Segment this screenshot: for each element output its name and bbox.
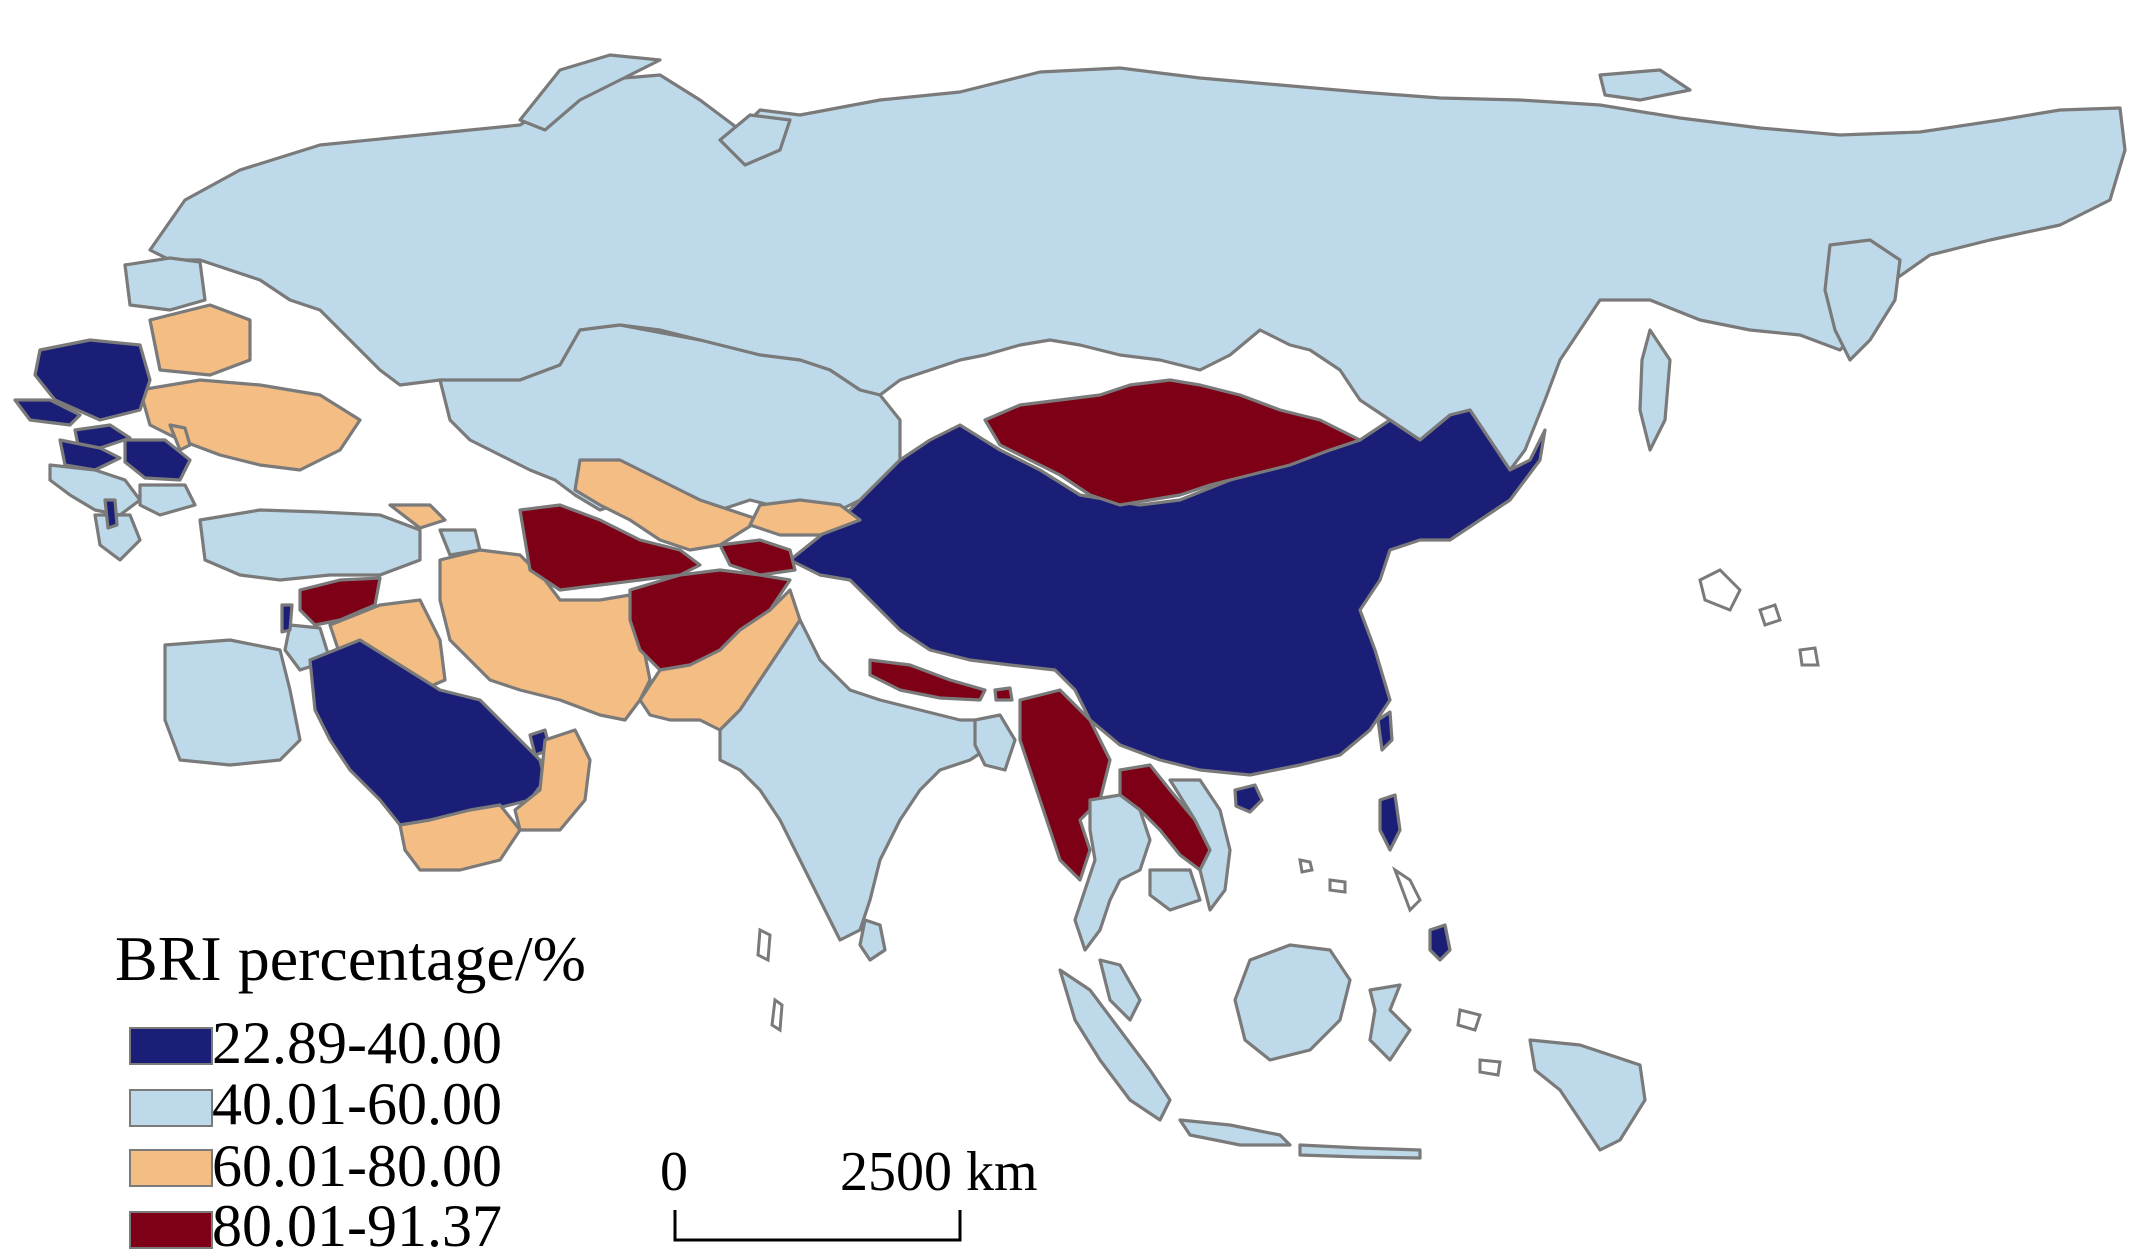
region-borneo (1233, 943, 1352, 1062)
region-egypt (163, 638, 302, 767)
region-mongolia (983, 378, 1362, 507)
scale-start-label: 0 (660, 1141, 688, 1203)
region-tajikistan (718, 538, 797, 577)
region-albania (103, 498, 119, 530)
legend-label: 60.01-80.00 (212, 1133, 502, 1199)
region-hainan (1233, 783, 1264, 814)
scale-line (673, 1210, 962, 1242)
legend-title: BRI percentage/% (115, 923, 586, 994)
region-poland (33, 338, 152, 422)
region-philippines-luzon (1378, 793, 1402, 852)
region-sri-lanka (858, 918, 887, 962)
scale-bar: 0 2500 km (660, 1141, 1038, 1242)
region-georgia (388, 503, 447, 530)
region-arctic-islands-1 (718, 113, 792, 167)
legend-swatch (129, 1211, 213, 1249)
region-vietnam (1168, 778, 1232, 912)
region-nepal (868, 658, 987, 702)
region-kamchatka (1823, 238, 1902, 362)
region-bulgaria (138, 483, 197, 517)
region-turkmenistan (518, 503, 702, 592)
minor-islands (756, 568, 1820, 1077)
region-thailand (1073, 793, 1152, 952)
legend-item: 80.01-91.37 (129, 1193, 502, 1257)
region-philippines-mindanao (1428, 923, 1452, 962)
legend-label: 22.89-40.00 (212, 1010, 502, 1076)
region-balkans (48, 463, 142, 517)
region-lesser-sunda (1298, 1143, 1422, 1160)
region-java (1178, 1118, 1292, 1147)
region-bangladesh (973, 713, 1017, 772)
scale-end-label: 2500 km (840, 1141, 1038, 1203)
region-sumatra (1058, 968, 1172, 1122)
legend-label: 40.01-60.00 (212, 1071, 502, 1137)
region-taiwan (1376, 710, 1394, 752)
legend-item: 60.01-80.00 (129, 1133, 502, 1199)
region-bhutan (993, 686, 1014, 702)
legend-swatch (129, 1089, 213, 1127)
region-new-guinea (1528, 1038, 1647, 1152)
region-arctic-islands-2 (1598, 68, 1692, 102)
region-turkey (198, 508, 422, 582)
legend-label: 80.01-91.37 (212, 1193, 502, 1257)
region-hungary (58, 438, 122, 472)
region-czech (13, 398, 82, 427)
legend-swatch (129, 1027, 213, 1065)
region-kyrgyzstan (748, 498, 862, 537)
region-novaya-zemlya (518, 53, 662, 132)
region-sakhalin (1638, 328, 1672, 452)
region-cambodia (1148, 868, 1202, 912)
region-yemen (398, 803, 522, 872)
region-myanmar (1018, 688, 1112, 882)
region-belarus (148, 303, 252, 377)
region-sulawesi (1368, 983, 1412, 1062)
legend-item: 22.89-40.00 (129, 1010, 502, 1076)
region-india (718, 618, 1002, 942)
region-malaysia-peninsula (1098, 958, 1142, 1022)
legend: BRI percentage/% 22.89-40.00 40.01-60.00… (115, 923, 586, 1257)
legend-swatch (129, 1149, 213, 1187)
region-oman (513, 728, 592, 832)
region-baltic (123, 256, 207, 312)
legend-item: 40.01-60.00 (129, 1071, 502, 1137)
region-moldova (168, 423, 192, 452)
region-israel (280, 603, 294, 634)
region-romania (123, 438, 192, 482)
